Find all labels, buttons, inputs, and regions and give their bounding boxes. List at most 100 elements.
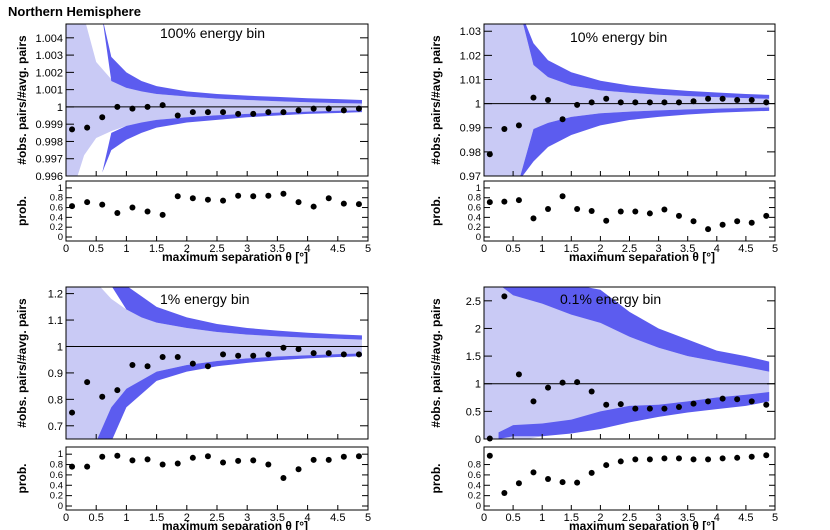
ratio-point — [189, 109, 196, 116]
ratio-point — [690, 400, 697, 407]
ratio-point — [235, 110, 242, 117]
ratio-point — [748, 398, 755, 405]
x-tick-label: 3 — [656, 243, 662, 255]
ratio-point — [295, 346, 302, 353]
prob-point — [617, 208, 624, 215]
prob-point — [530, 469, 537, 476]
ratio-point — [189, 360, 196, 367]
prob-point — [661, 206, 668, 213]
y-tick-label: 1.02 — [460, 50, 481, 62]
prob-point — [220, 459, 227, 466]
ratio-point — [204, 109, 211, 116]
ratio-point — [705, 95, 712, 102]
prob-point — [515, 197, 522, 204]
y-tick-label: 0.8 — [48, 394, 63, 406]
x-axis-title: maximum separation θ [°] — [162, 519, 308, 530]
ratio-point — [501, 125, 508, 132]
y-tick-label: 1.5 — [466, 351, 481, 363]
x-tick-label: 2.5 — [622, 243, 637, 255]
x-axis-title: maximum separation θ [°] — [569, 250, 715, 264]
y-tick-label: 1 — [475, 99, 481, 111]
x-tick-label: 3.5 — [270, 243, 285, 255]
prob-point — [632, 456, 639, 463]
sub-y-tick-label: 1 — [58, 449, 63, 460]
ratio-point — [310, 350, 317, 357]
prob-point — [250, 457, 257, 464]
x-axis-title: maximum separation θ [°] — [162, 250, 308, 264]
x-tick-label: 2.5 — [622, 512, 637, 524]
y-axis-title: #obs. pairs/#avg. pairs — [429, 35, 443, 165]
prob-point — [763, 452, 770, 459]
prob-point — [355, 201, 362, 208]
prob-point — [69, 203, 76, 210]
prob-point — [588, 469, 595, 476]
ratio-point — [129, 105, 136, 112]
prob-point — [204, 453, 211, 460]
ratio-point — [646, 405, 653, 412]
ratio-point — [355, 105, 362, 112]
ratio-point — [515, 122, 522, 129]
ratio-point — [159, 354, 166, 361]
ratio-point — [734, 396, 741, 403]
prob-point — [250, 193, 257, 200]
prob-point — [310, 203, 317, 210]
prob-point — [189, 454, 196, 461]
prob-point — [661, 455, 668, 462]
ratio-point — [675, 99, 682, 106]
prob-point — [646, 210, 653, 217]
y-tick-label: 1.2 — [48, 289, 63, 301]
prob-point — [515, 480, 522, 487]
sub-y-tick-label: 0.6 — [468, 470, 481, 481]
ratio-point — [588, 388, 595, 395]
ratio-point — [84, 124, 91, 131]
sub-frame — [65, 446, 369, 511]
ratio-point — [734, 97, 741, 103]
ratio-point — [280, 109, 287, 116]
prob-point — [574, 206, 581, 213]
ratio-point — [355, 351, 362, 358]
panel-2: 0.97 0.98 0.99 1 1.01 1.02 1.03 10% energy bin #… — [429, 23, 778, 264]
bands — [66, 24, 362, 176]
x-tick-label: 0.5 — [505, 512, 520, 524]
sub-y-tick-label: 0.2 — [468, 222, 481, 233]
sub-y-tick-label: 0.6 — [50, 470, 63, 481]
bands — [484, 24, 770, 176]
prob-point — [501, 490, 508, 497]
ratio-point — [310, 105, 317, 112]
ratio-point — [159, 102, 166, 109]
light-band — [66, 24, 362, 176]
y-tick-label: 1.001 — [35, 85, 63, 97]
sub-y-tick-label: 0.8 — [468, 193, 481, 204]
x-tick-label: 3.5 — [270, 512, 285, 524]
x-tick-label: 0 — [63, 243, 69, 255]
ratio-point — [574, 101, 581, 108]
prob-point — [719, 221, 726, 228]
prob-point — [501, 198, 508, 205]
y-tick-label: 0.97 — [460, 171, 481, 183]
x-tick-label: 1 — [123, 243, 129, 255]
prob-point — [603, 217, 610, 224]
ratio-point — [280, 344, 287, 351]
ratio-point — [545, 384, 552, 391]
y-tick-label: 1.002 — [35, 67, 63, 79]
sub-y-tick-label: 0.4 — [468, 480, 481, 491]
y-tick-label: 0.996 — [35, 171, 63, 183]
x-tick-label: 1.5 — [564, 243, 579, 255]
sub-y-tick-label: 0.6 — [468, 203, 481, 214]
ratio-point — [69, 126, 76, 133]
ratio-point — [340, 107, 347, 114]
y-tick-label: 1.1 — [48, 315, 63, 327]
x-tick-label: 2 — [597, 243, 603, 255]
x-tick-label: 1.5 — [149, 243, 164, 255]
prob-point — [355, 453, 362, 460]
prob-point — [690, 456, 697, 463]
ratio-point — [530, 94, 537, 101]
prob-point — [295, 466, 302, 473]
y-tick-label: 2.5 — [466, 296, 481, 308]
ratio-point — [501, 293, 508, 300]
prob-point — [235, 457, 242, 464]
x-tick-label: 3 — [656, 512, 662, 524]
ratio-point — [220, 109, 227, 116]
x-tick-label: 3 — [244, 243, 250, 255]
prob-point — [632, 208, 639, 215]
